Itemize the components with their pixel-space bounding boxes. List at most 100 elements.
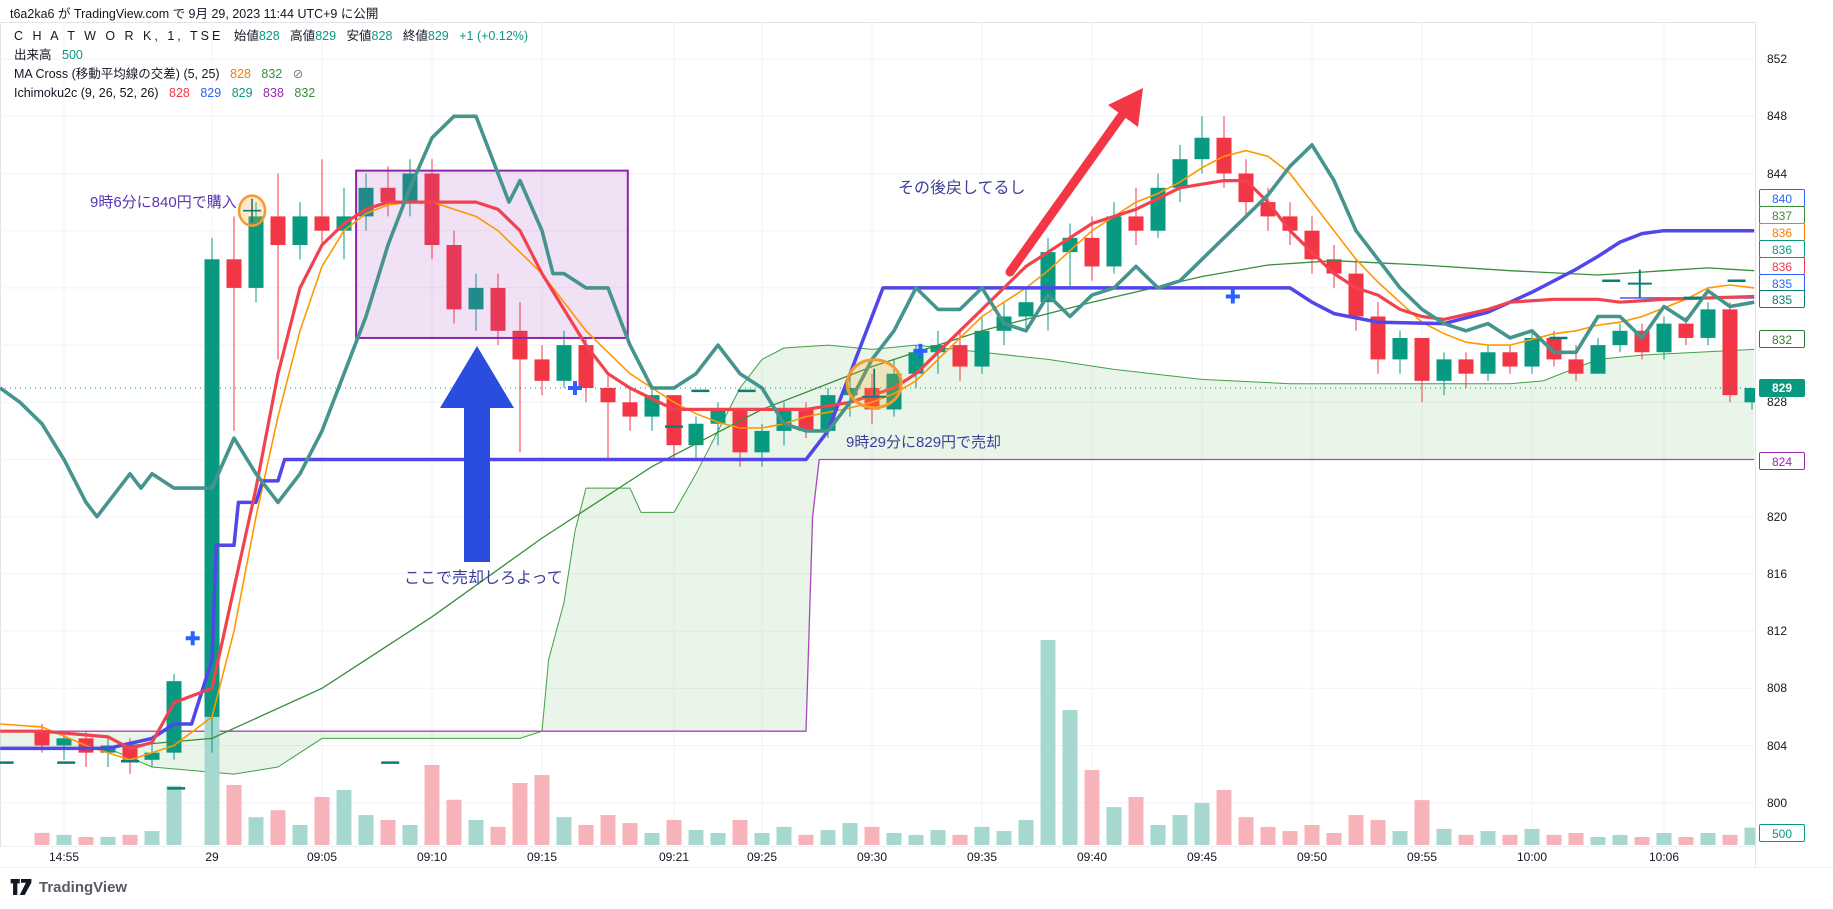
candlestick [468, 287, 484, 310]
price-label-835: 835 [1759, 290, 1805, 308]
volume-bar [226, 784, 242, 845]
price-label-824: 824 [1759, 452, 1805, 470]
volume-bar [1084, 770, 1100, 845]
time-tick-10:00: 10:00 [1516, 850, 1548, 864]
volume-bar [1260, 826, 1276, 845]
annotation-later-text[interactable]: その後戻してるし [898, 180, 1026, 197]
volume-bar [1634, 836, 1650, 845]
price-axis[interactable]: 852 848 844 828 820 816 812 808 804 800 840 837 836 8… [1755, 22, 1833, 867]
volume-bar [1414, 800, 1430, 845]
close-value: 829 [427, 29, 449, 43]
price-tick-808: 808 [1767, 681, 1788, 696]
volume-bar [144, 831, 160, 845]
volume-bar [864, 826, 880, 845]
time-axis[interactable]: 14:55 29 09:05 09:10 09:15 09:21 09:25 09:30 09:… [0, 847, 1755, 867]
candlestick [424, 173, 440, 245]
volume-bar [1150, 824, 1166, 845]
candlestick [1590, 345, 1606, 374]
highlight-rectangle[interactable] [355, 169, 629, 339]
ichimoku-value-4: 838 [263, 86, 284, 100]
ichimoku-lagging-line [0, 114, 1755, 519]
candlestick [446, 245, 462, 310]
volume-bar [1480, 831, 1496, 845]
macross-fast-value: 828 [230, 67, 251, 81]
candlestick [600, 388, 616, 403]
legend-symbol-row[interactable]: C H A T W O R K, 1, TSE 始値828 高値829 安値82… [14, 27, 528, 45]
candlestick [122, 745, 138, 760]
volume-bar [1502, 834, 1518, 845]
low-label: 安値 [346, 29, 372, 43]
volume-bar [1458, 834, 1474, 845]
volume-bar [122, 834, 138, 845]
volume-bar [798, 834, 814, 845]
price-tick-804: 804 [1767, 738, 1788, 753]
volume-bar [78, 836, 94, 845]
price-label-837: 837 [1759, 206, 1805, 224]
volume-bar [380, 819, 396, 845]
annotation-sell-text[interactable]: 9時29分に829円で売却 [846, 434, 1002, 451]
red-trend-arrow-head[interactable] [1108, 88, 1143, 127]
volume-bar [314, 796, 330, 845]
candlestick [1568, 359, 1584, 374]
price-tick-852: 852 [1767, 52, 1788, 67]
volume-bar [820, 830, 836, 845]
volume-bar [270, 810, 286, 845]
volume-bar [1722, 834, 1738, 845]
hide-indicator-icon[interactable]: ⊘ [292, 67, 304, 81]
volume-bar [1348, 815, 1364, 845]
candlestick [1106, 216, 1122, 267]
annotation-sell-here-text[interactable]: ここで売却しろよって [404, 570, 563, 587]
ichimoku-name: Ichimoku2c (9, 26, 52, 26) [14, 86, 159, 100]
volume-bar [446, 799, 462, 845]
annotation-buy-text[interactable]: 9時6分に840円で購入 [90, 194, 237, 211]
volume-bar [34, 832, 50, 845]
volume-bar [644, 832, 660, 845]
candlestick [1678, 323, 1694, 338]
volume-bar [1678, 836, 1694, 845]
legend-volume-row[interactable]: 出来高 500 [14, 46, 528, 64]
time-tick-29: 29 [205, 850, 219, 864]
price-tick-828: 828 [1767, 395, 1788, 410]
time-tick-09:50: 09:50 [1296, 850, 1328, 864]
volume-bar [248, 817, 264, 845]
macross-slow-value: 832 [261, 67, 283, 81]
volume-value: 500 [62, 48, 83, 62]
time-tick-09:21: 09:21 [658, 850, 690, 864]
volume-bar [512, 783, 528, 845]
open-label: 始値 [233, 29, 259, 43]
volume-bar [1524, 828, 1540, 845]
volume-bar [1612, 834, 1628, 845]
volume-bar [358, 815, 374, 845]
ichimoku-cloud [0, 345, 1755, 775]
time-tick-09:40: 09:40 [1076, 850, 1108, 864]
volume-bar [754, 832, 770, 845]
blue-up-arrow[interactable] [440, 346, 514, 562]
candlestick [622, 402, 638, 417]
legend-macross-row[interactable]: MA Cross (移動平均線の交差) (5, 25) 828 832 ⊘ [14, 65, 528, 83]
red-trend-arrow[interactable] [1005, 99, 1135, 277]
candlestick [754, 430, 770, 453]
time-tick-09:30: 09:30 [856, 850, 888, 864]
open-value: 828 [258, 29, 280, 43]
time-tick-09:15: 09:15 [526, 850, 558, 864]
legend-pane: C H A T W O R K, 1, TSE 始値828 高値829 安値82… [14, 27, 528, 103]
volume-bar [600, 815, 616, 845]
candlestick [886, 373, 902, 410]
price-label-500: 500 [1759, 824, 1805, 842]
ichimoku-conversion-line [0, 179, 1755, 751]
price-label-829: 829 [1759, 379, 1805, 397]
time-tick-09:35: 09:35 [966, 850, 998, 864]
ichimoku-value-3: 829 [231, 86, 253, 100]
volume-bar [1194, 802, 1210, 845]
volume-bar [1062, 709, 1078, 845]
volume-bar [204, 707, 220, 845]
volume-bar [666, 819, 682, 845]
high-label: 高値 [290, 29, 316, 43]
candlestick [1502, 352, 1518, 367]
tradingview-logo[interactable]: TradingView [10, 877, 127, 897]
candlestick [578, 345, 594, 388]
volume-bar [1304, 824, 1320, 845]
time-tick-09:45: 09:45 [1186, 850, 1218, 864]
legend-ichimoku-row[interactable]: Ichimoku2c (9, 26, 52, 26) 828 829 829 8… [14, 84, 528, 102]
